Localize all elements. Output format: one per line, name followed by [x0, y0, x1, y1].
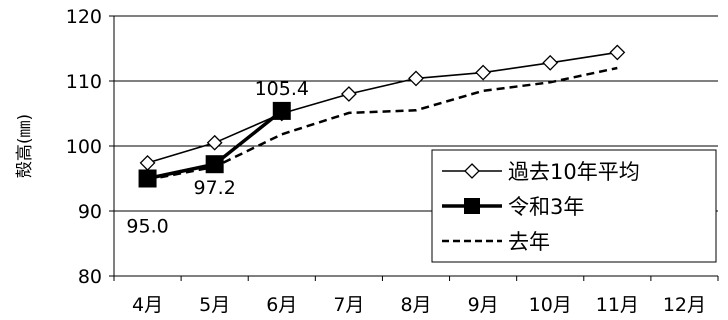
series-1-point-1	[205, 155, 224, 174]
series-1	[138, 101, 291, 188]
y-tick-label-90: 90	[78, 201, 102, 223]
legend-label-1: 令和3年	[508, 195, 584, 219]
series-0-point-3	[340, 86, 357, 102]
axes	[109, 15, 719, 281]
y-tick-labels: 80 90 100 110 120	[66, 6, 102, 288]
series-line-2	[147, 66, 618, 182]
series-layer	[138, 44, 626, 188]
x-tick-label-7: 11月	[596, 294, 639, 316]
series-0-point-7	[609, 44, 626, 61]
series-0-point-4	[408, 70, 424, 87]
series-1-point-2	[272, 101, 291, 120]
y-tick-label-120: 120	[66, 6, 102, 28]
data-label-0: 95.0	[126, 216, 168, 238]
y-tick-label-110: 110	[66, 71, 102, 93]
series-1-point-0	[138, 169, 157, 188]
x-tick-label-1: 5月	[199, 294, 230, 316]
data-label-2: 105.4	[255, 78, 309, 100]
legend-label-0: 過去10年平均	[508, 160, 640, 184]
data-labels: 95.0 97.2 105.4	[126, 78, 309, 238]
x-tick-label-6: 10月	[529, 294, 572, 316]
x-tick-label-4: 8月	[400, 294, 431, 316]
series-0-point-1	[206, 134, 223, 151]
series-0-point-5	[475, 64, 492, 81]
legend-label-2: 去年	[508, 230, 550, 254]
legend-item-1: 令和3年	[442, 195, 584, 219]
x-tick-label-8: 12月	[663, 294, 706, 316]
x-tick-label-5: 9月	[468, 294, 499, 316]
series-0-point-6	[542, 54, 559, 71]
series-0-point-0	[139, 154, 156, 171]
y-axis-title: 殻高(㎜)	[15, 114, 35, 178]
series-2	[147, 66, 618, 182]
legend-item-2: 去年	[442, 230, 550, 254]
y-tick-label-80: 80	[78, 266, 102, 288]
legend-marker-1	[464, 198, 480, 214]
y-tick-label-100: 100	[66, 136, 102, 158]
data-label-1: 97.2	[194, 177, 236, 199]
x-tick-label-3: 7月	[333, 294, 364, 316]
legend-marker-0	[464, 163, 480, 179]
x-tick-label-2: 6月	[266, 294, 297, 316]
legend-item-0: 過去10年平均	[442, 160, 640, 184]
x-tick-labels: 4月 5月 6月 7月 8月 9月 10月 11月 12月	[132, 294, 706, 316]
series-line-0	[147, 51, 618, 164]
x-tick-label-0: 4月	[132, 294, 163, 316]
